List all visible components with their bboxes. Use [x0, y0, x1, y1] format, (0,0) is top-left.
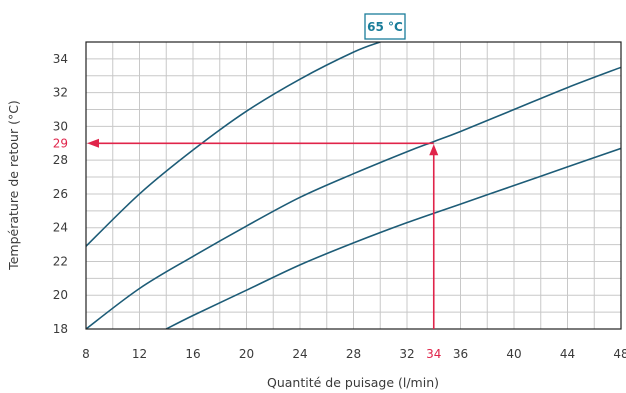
- y-tick-label-24: 24: [53, 221, 68, 235]
- x-tick-label-28: 28: [346, 347, 361, 361]
- x-tick-label-40: 40: [506, 347, 521, 361]
- x-axis-label: Quantité de puisage (l/min): [267, 375, 439, 390]
- x-tick-label-32: 32: [399, 347, 414, 361]
- y-axis-label: Température de retour (°C): [6, 100, 21, 271]
- plot-frame: [85, 41, 622, 330]
- highlight-guide: 34 29: [53, 136, 442, 361]
- x-tick-label-20: 20: [239, 347, 254, 361]
- x-tick-label-8: 8: [82, 347, 90, 361]
- y-tick-label-34: 34: [53, 52, 68, 66]
- series-tag-label: 65 °C: [367, 20, 403, 34]
- series-tag: 65 °C: [364, 13, 406, 40]
- x-tick-label-16: 16: [185, 347, 200, 361]
- series-line-2: [165, 147, 621, 329]
- x-tick-label-48: 48: [613, 347, 626, 361]
- y-tick-labels: 18 20 22 24 26 28 30 32 34: [53, 52, 68, 336]
- y-tick-label-32: 32: [53, 86, 68, 100]
- highlight-x-label: 34: [426, 347, 441, 361]
- highlight-arrow-left: [87, 138, 99, 148]
- x-tick-label-44: 44: [560, 347, 575, 361]
- y-tick-label-26: 26: [53, 187, 68, 201]
- y-tick-label-30: 30: [53, 119, 68, 133]
- y-tick-label-18: 18: [53, 322, 68, 336]
- series-line-0: [86, 42, 381, 247]
- x-tick-label-24: 24: [292, 347, 307, 361]
- grid: [86, 42, 621, 329]
- series-line-1: [86, 66, 621, 329]
- y-tick-label-20: 20: [53, 288, 68, 302]
- x-tick-labels: 8 12 16 20 24 28 32 36 40 44 48: [82, 347, 626, 361]
- series-lines: [86, 42, 621, 329]
- x-tick-label-36: 36: [453, 347, 468, 361]
- series-tag-box: [364, 13, 406, 40]
- highlight-arrow-up: [429, 144, 439, 156]
- x-tick-label-12: 12: [132, 347, 147, 361]
- y-tick-label-22: 22: [53, 254, 68, 268]
- y-tick-label-28: 28: [53, 153, 68, 167]
- highlight-y-label: 29: [53, 136, 68, 150]
